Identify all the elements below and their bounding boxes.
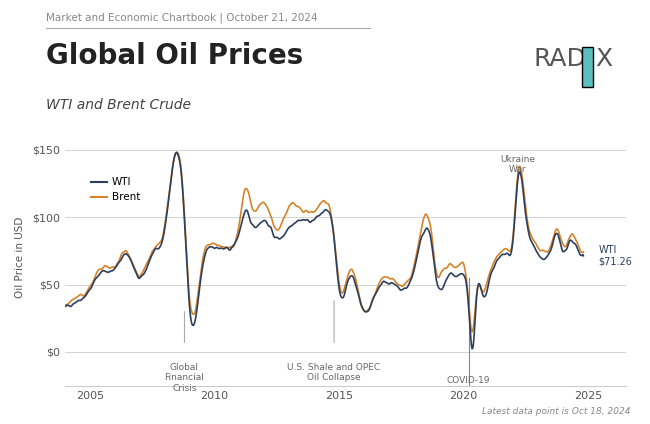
Text: Latest data point is Oct 18, 2024: Latest data point is Oct 18, 2024 [482,407,630,416]
Brent [148,249,156,254]
Text: Global
Financial
Crisis: Global Financial Crisis [164,363,204,393]
Text: COVID-19: COVID-19 [447,376,491,385]
Brent [173,150,181,155]
Text: WTI
$71.26: WTI $71.26 [599,245,632,267]
Legend: WTI, Brent: WTI, Brent [87,173,144,206]
Line: Brent: Brent [65,152,583,332]
Text: U.S. Shale and OPEC
Oil Collapse: U.S. Shale and OPEC Oil Collapse [287,363,381,382]
WTI [344,277,352,282]
Brent [344,271,352,276]
WTI [579,253,587,258]
WTI [286,224,294,229]
WTI [236,227,244,232]
WTI [61,304,69,309]
Text: Global Oil Prices: Global Oil Prices [46,42,303,70]
Brent [129,263,137,268]
Text: Market and Economic Chartbook | October 21, 2024: Market and Economic Chartbook | October … [46,13,317,23]
Text: Ukraine
War: Ukraine War [500,155,535,174]
Text: RAD: RAD [533,47,586,71]
Y-axis label: Oil Price in USD: Oil Price in USD [15,217,25,298]
Line: WTI: WTI [65,153,583,349]
WTI [468,346,476,351]
WTI [172,150,180,155]
Brent [334,269,342,274]
Text: X: X [595,47,612,71]
Text: WTI and Brent Crude: WTI and Brent Crude [46,98,190,112]
Brent [236,217,244,222]
Brent [61,303,69,308]
Brent [579,250,587,255]
Brent [468,329,476,335]
Brent [286,202,294,207]
WTI [334,274,342,279]
WTI [148,252,156,257]
WTI [129,265,137,270]
